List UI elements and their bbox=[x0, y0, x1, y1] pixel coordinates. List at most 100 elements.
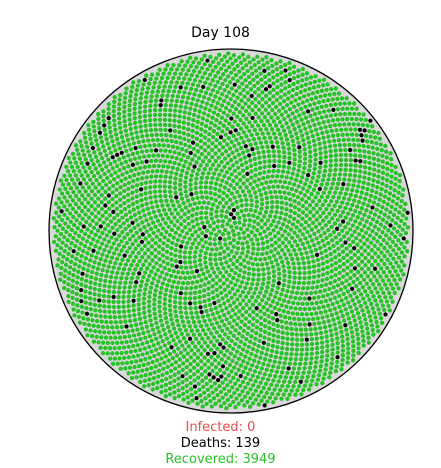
recovered-individual-dot bbox=[156, 72, 160, 76]
recovered-individual-dot bbox=[177, 364, 181, 368]
recovered-individual-dot bbox=[293, 271, 297, 275]
recovered-individual-dot bbox=[307, 270, 311, 274]
recovered-individual-dot bbox=[160, 373, 164, 377]
recovered-individual-dot bbox=[157, 85, 161, 89]
recovered-individual-dot bbox=[267, 104, 271, 108]
recovered-individual-dot bbox=[253, 209, 257, 213]
recovered-individual-dot bbox=[281, 264, 285, 268]
recovered-individual-dot bbox=[188, 106, 192, 110]
recovered-individual-dot bbox=[321, 178, 325, 182]
recovered-individual-dot bbox=[129, 169, 133, 173]
recovered-individual-dot bbox=[247, 129, 251, 133]
recovered-individual-dot bbox=[163, 184, 167, 188]
recovered-individual-dot bbox=[166, 144, 170, 148]
recovered-individual-dot bbox=[160, 169, 164, 173]
recovered-individual-dot bbox=[228, 241, 232, 245]
recovered-individual-dot bbox=[127, 181, 131, 185]
recovered-individual-dot bbox=[337, 294, 341, 298]
recovered-individual-dot bbox=[85, 333, 89, 337]
recovered-individual-dot bbox=[168, 185, 172, 189]
recovered-individual-dot bbox=[259, 193, 263, 197]
recovered-individual-dot bbox=[356, 346, 360, 350]
recovered-individual-dot bbox=[231, 262, 235, 266]
recovered-individual-dot bbox=[325, 271, 329, 275]
recovered-individual-dot bbox=[249, 87, 253, 91]
recovered-individual-dot bbox=[307, 265, 311, 269]
recovered-individual-dot bbox=[298, 159, 302, 163]
recovered-individual-dot bbox=[108, 180, 112, 184]
recovered-individual-dot bbox=[107, 121, 111, 125]
recovered-individual-dot bbox=[112, 109, 116, 113]
recovered-individual-dot bbox=[207, 138, 211, 142]
recovered-individual-dot bbox=[277, 150, 281, 154]
recovered-individual-dot bbox=[226, 284, 230, 288]
recovered-individual-dot bbox=[172, 349, 176, 353]
recovered-individual-dot bbox=[174, 259, 178, 263]
deceased-individual-dot bbox=[348, 148, 352, 152]
deceased-individual-dot bbox=[140, 240, 144, 244]
recovered-individual-dot bbox=[116, 175, 120, 179]
recovered-individual-dot bbox=[182, 164, 186, 168]
recovered-individual-dot bbox=[83, 189, 87, 193]
recovered-individual-dot bbox=[343, 206, 347, 210]
recovered-individual-dot bbox=[396, 238, 400, 242]
recovered-individual-dot bbox=[237, 216, 241, 220]
recovered-individual-dot bbox=[354, 164, 358, 168]
recovered-individual-dot bbox=[275, 73, 279, 77]
recovered-individual-dot bbox=[221, 232, 225, 236]
recovered-individual-dot bbox=[98, 330, 102, 334]
recovered-individual-dot bbox=[226, 113, 230, 117]
recovered-individual-dot bbox=[300, 78, 304, 82]
recovered-individual-dot bbox=[394, 171, 398, 175]
recovered-individual-dot bbox=[276, 329, 280, 333]
recovered-individual-dot bbox=[165, 154, 169, 158]
recovered-individual-dot bbox=[236, 123, 240, 127]
recovered-individual-dot bbox=[69, 186, 73, 190]
recovered-individual-dot bbox=[291, 301, 295, 305]
recovered-individual-dot bbox=[96, 112, 100, 116]
recovered-individual-dot bbox=[301, 210, 305, 214]
recovered-individual-dot bbox=[302, 261, 306, 265]
recovered-individual-dot bbox=[334, 311, 338, 315]
recovered-individual-dot bbox=[117, 266, 121, 270]
recovered-individual-dot bbox=[238, 118, 242, 122]
recovered-individual-dot bbox=[79, 144, 83, 148]
recovered-individual-dot bbox=[273, 247, 277, 251]
recovered-individual-dot bbox=[80, 209, 84, 213]
recovered-individual-dot bbox=[296, 195, 300, 199]
recovered-individual-dot bbox=[324, 215, 328, 219]
recovered-individual-dot bbox=[322, 140, 326, 144]
recovered-individual-dot bbox=[66, 282, 70, 286]
recovered-individual-dot bbox=[392, 278, 396, 282]
recovered-individual-dot bbox=[100, 193, 104, 197]
recovered-individual-dot bbox=[346, 138, 350, 142]
recovered-individual-dot bbox=[294, 252, 298, 256]
deceased-individual-dot bbox=[250, 147, 254, 151]
recovered-individual-dot bbox=[134, 375, 138, 379]
recovered-individual-dot bbox=[226, 51, 230, 55]
recovered-individual-dot bbox=[71, 279, 75, 283]
recovered-individual-dot bbox=[155, 94, 159, 98]
recovered-individual-dot bbox=[215, 311, 219, 315]
recovered-individual-dot bbox=[159, 384, 163, 388]
recovered-individual-dot bbox=[171, 76, 175, 80]
recovered-individual-dot bbox=[328, 144, 332, 148]
recovered-individual-dot bbox=[376, 158, 380, 162]
recovered-individual-dot bbox=[107, 285, 111, 289]
recovered-individual-dot bbox=[382, 262, 386, 266]
recovered-individual-dot bbox=[269, 115, 273, 119]
recovered-individual-dot bbox=[152, 376, 156, 380]
recovered-individual-dot bbox=[208, 257, 212, 261]
recovered-individual-dot bbox=[154, 348, 158, 352]
recovered-individual-dot bbox=[90, 253, 94, 257]
recovered-individual-dot bbox=[153, 316, 157, 320]
recovered-individual-dot bbox=[196, 149, 200, 153]
recovered-individual-dot bbox=[365, 219, 369, 223]
recovered-individual-dot bbox=[334, 235, 338, 239]
recovered-individual-dot bbox=[153, 195, 157, 199]
recovered-individual-dot bbox=[256, 268, 260, 272]
recovered-individual-dot bbox=[117, 112, 121, 116]
recovered-individual-dot bbox=[243, 354, 247, 358]
recovered-individual-dot bbox=[117, 107, 121, 111]
recovered-individual-dot bbox=[246, 277, 250, 281]
